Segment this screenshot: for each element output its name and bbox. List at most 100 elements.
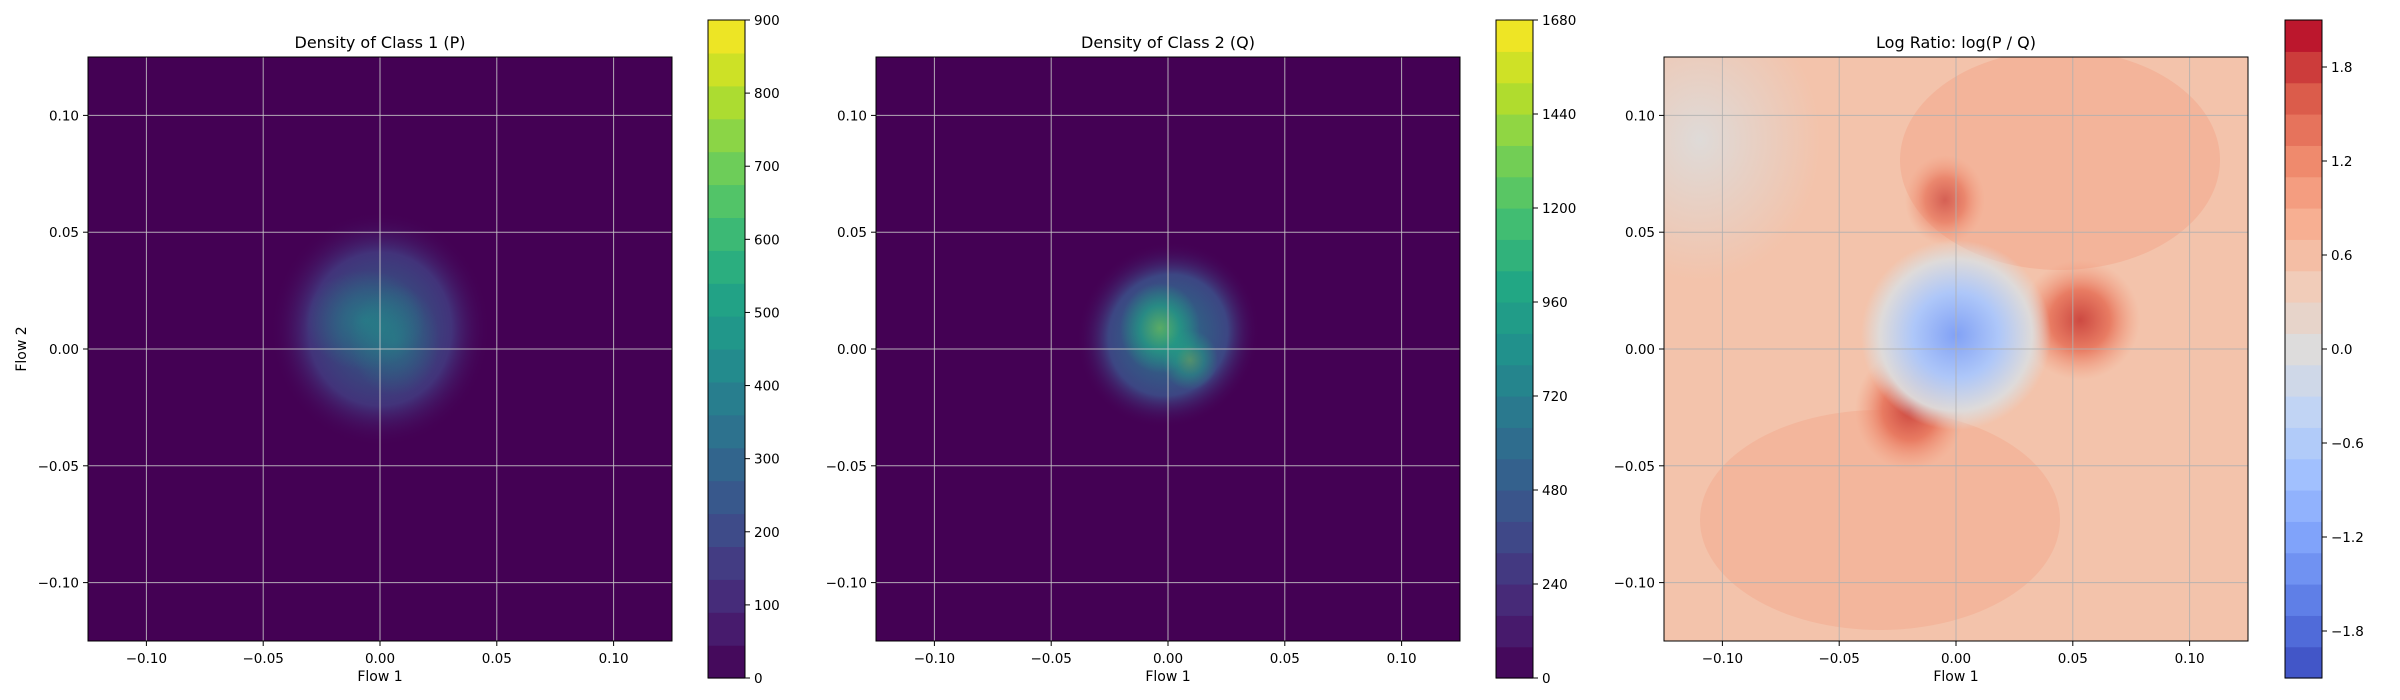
- colorbar: 0 100 200 300 400 500 600 700 800 900: [707, 13, 780, 687]
- y-tick-label: 0.00: [49, 342, 79, 358]
- x-tick-label: −0.05: [243, 651, 284, 667]
- x-tick-label: −0.10: [126, 651, 167, 667]
- y-tick-label: 0.05: [49, 225, 79, 241]
- y-tick-label: 0.10: [837, 108, 867, 124]
- colorbar-frame: [1495, 19, 1534, 679]
- colorbar-level: [708, 118, 745, 153]
- colorbar-level: [1496, 396, 1533, 428]
- colorbar-tick-label: 0.0: [2331, 342, 2352, 358]
- colorbar-level: [1496, 239, 1533, 272]
- colorbar-level: [2285, 176, 2322, 209]
- chart-title: Log Ratio: log(P / Q): [1876, 33, 2036, 52]
- colorbar-level: [1496, 364, 1533, 397]
- colorbar-level: [2285, 51, 2322, 84]
- y-axis-label: Flow 2: [14, 326, 30, 371]
- density-core: [1162, 330, 1218, 390]
- colorbar-level: [2285, 490, 2322, 522]
- colorbar-tick-label: 100: [754, 598, 780, 614]
- y-tick-label: 0.00: [1625, 342, 1655, 358]
- colorbar-level: [2285, 20, 2322, 52]
- colorbar-level: [708, 546, 745, 580]
- colorbar-level: [1496, 20, 1533, 52]
- colorbar-level: [2285, 584, 2322, 616]
- ratio-high-region: [2020, 260, 2140, 380]
- colorbar-level: [1496, 427, 1533, 460]
- y-tick-label: −0.05: [826, 459, 867, 475]
- colorbar-level: [708, 480, 745, 515]
- colorbar-level: [1496, 646, 1533, 679]
- ratio-high-region: [1905, 155, 1985, 245]
- colorbar-level: [2285, 302, 2322, 334]
- colorbar-frame: [707, 19, 746, 679]
- colorbar-tick-label: −1.2: [2331, 530, 2364, 546]
- x-axis-label: Flow 1: [357, 669, 402, 685]
- colorbar-level: [1496, 114, 1533, 146]
- x-axis-label: Flow 1: [1145, 669, 1190, 685]
- x-tick-label: 0.10: [599, 651, 629, 667]
- y-tick-label: 0.00: [837, 342, 867, 358]
- x-axis-label: Flow 1: [1933, 669, 1978, 685]
- colorbar: 0 240 480 720 960 1200 1440 1680: [1495, 13, 1576, 687]
- x-tick-label: 0.05: [1270, 651, 1300, 667]
- y-tick-label: −0.05: [1614, 459, 1655, 475]
- y-tick-label: −0.10: [826, 576, 867, 592]
- colorbar-level: [2285, 521, 2322, 554]
- colorbar-level: [708, 85, 745, 120]
- x-ticks: −0.10 −0.05 0.00 0.05 0.10: [1702, 641, 2205, 667]
- colorbar-tick-label: 300: [754, 452, 780, 468]
- x-tick-label: 0.00: [365, 651, 395, 667]
- colorbar-level: [708, 513, 745, 547]
- colorbar-level: [1496, 145, 1533, 178]
- x-tick-label: 0.10: [1387, 651, 1417, 667]
- density-core: [350, 285, 440, 395]
- colorbar-tick-label: 800: [754, 86, 780, 102]
- colorbar-tick-label: 0: [1542, 671, 1551, 687]
- y-tick-label: −0.10: [38, 576, 79, 592]
- x-tick-label: −0.05: [1819, 651, 1860, 667]
- x-ticks: −0.10 −0.05 0.00 0.05 0.10: [914, 641, 1417, 667]
- colorbar-tick-label: 600: [754, 232, 780, 248]
- y-tick-label: 0.10: [49, 108, 79, 124]
- colorbar-level: [1496, 302, 1533, 334]
- colorbar-tick-label: 0.6: [2331, 248, 2352, 264]
- colorbar-level: [1496, 490, 1533, 522]
- y-ticks: −0.10 −0.05 0.00 0.05 0.10: [1614, 108, 1664, 592]
- colorbar-level: [2285, 239, 2322, 272]
- colorbar-level: [2285, 396, 2322, 428]
- colorbar-tick-label: 1680: [1542, 13, 1576, 29]
- colorbar-tick-label: 960: [1542, 295, 1568, 311]
- y-tick-label: 0.10: [1625, 108, 1655, 124]
- colorbar-level: [708, 184, 745, 218]
- colorbar: −1.8 −1.2 −0.6 0.0 0.6 1.2 1.8: [2284, 19, 2364, 679]
- colorbar-tick-label: 1200: [1542, 201, 1576, 217]
- colorbar-level: [1496, 270, 1533, 303]
- colorbar-level: [708, 250, 745, 284]
- colorbar-level: [708, 612, 745, 646]
- colorbar-level: [708, 151, 745, 186]
- colorbar-level: [2285, 646, 2322, 679]
- x-tick-label: 0.10: [2175, 651, 2205, 667]
- x-ticks: −0.10 −0.05 0.00 0.05 0.10: [126, 641, 629, 667]
- colorbar-tick-label: 1.2: [2331, 154, 2352, 170]
- x-tick-label: −0.05: [1031, 651, 1072, 667]
- y-ticks: −0.10 −0.05 0.00 0.05 0.10: [826, 108, 876, 592]
- colorbar-level: [708, 349, 745, 383]
- colorbar-level: [2285, 145, 2322, 178]
- colorbar-level: [708, 20, 745, 54]
- colorbar-level: [2285, 364, 2322, 397]
- y-tick-label: −0.05: [38, 459, 79, 475]
- colorbar-level: [1496, 208, 1533, 240]
- x-tick-label: 0.00: [1153, 651, 1183, 667]
- colorbar-level: [708, 283, 745, 317]
- y-ticks: −0.10 −0.05 0.00 0.05 0.10: [38, 108, 88, 592]
- x-tick-label: −0.10: [914, 651, 955, 667]
- colorbar-level: [1496, 458, 1533, 491]
- colorbar-level: [2285, 270, 2322, 303]
- heatmap-area: [1664, 57, 2248, 641]
- grid: [88, 57, 672, 641]
- colorbar-tick-label: 400: [754, 379, 780, 395]
- colorbar-tick-label: −1.8: [2331, 624, 2364, 640]
- chart-title: Density of Class 2 (Q): [1081, 33, 1255, 52]
- colorbar-level: [2285, 427, 2322, 460]
